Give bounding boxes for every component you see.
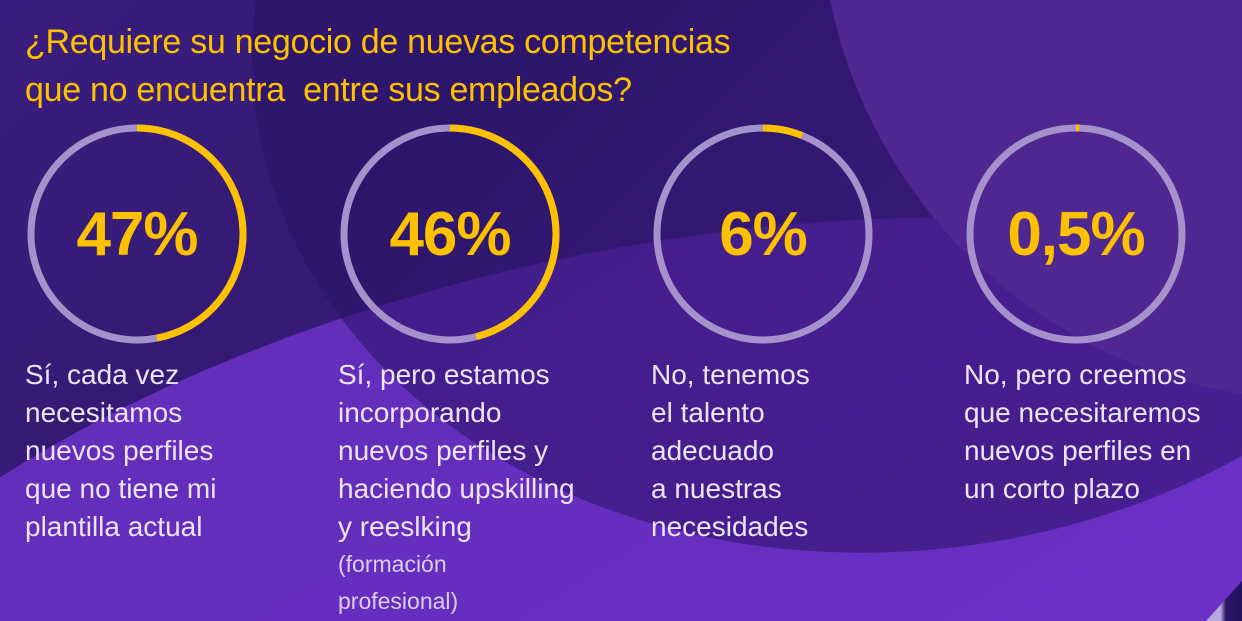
progress-ring: 0,5% xyxy=(964,122,1188,346)
answer-label: Sí, pero estamos incorporando nuevos per… xyxy=(338,359,575,542)
ring-chart-icon xyxy=(27,124,247,344)
progress-ring: 47% xyxy=(25,122,249,346)
ring-arc xyxy=(966,124,1186,344)
stat-item-4: 0,5% No, pero creemos que necesitaremos … xyxy=(964,122,1242,508)
progress-ring: 46% xyxy=(338,122,562,346)
answer-label: No, tenemos el talento adecuado a nuestr… xyxy=(651,359,810,542)
ring-arc xyxy=(340,124,560,344)
percent-value: 47% xyxy=(76,199,198,269)
stat-item-1: 47% Sí, cada vez necesitamos nuevos perf… xyxy=(25,122,325,546)
percent-value: 0,5% xyxy=(1007,199,1145,269)
ring-chart-icon xyxy=(340,124,560,344)
answer-label: Sí, cada vez necesitamos nuevos perfiles… xyxy=(25,359,217,542)
ring-arc xyxy=(653,124,873,344)
ring-chart-icon xyxy=(966,124,1186,344)
ring-arc xyxy=(27,124,247,344)
answer-label: No, pero creemos que necesitaremos nuevo… xyxy=(964,359,1201,504)
answer-note: (formación profesional) xyxy=(338,551,459,614)
stat-item-3: 6% No, tenemos el talento adecuado a nue… xyxy=(651,122,951,546)
ring-chart-icon xyxy=(653,124,873,344)
percent-value: 46% xyxy=(389,199,511,269)
chart-title: ¿Requiere su negocio de nuevas competenc… xyxy=(25,23,731,109)
percent-value: 6% xyxy=(719,199,808,269)
stat-item-2: 46% Sí, pero estamos incorporando nuevos… xyxy=(338,122,638,620)
progress-ring: 6% xyxy=(651,122,875,346)
